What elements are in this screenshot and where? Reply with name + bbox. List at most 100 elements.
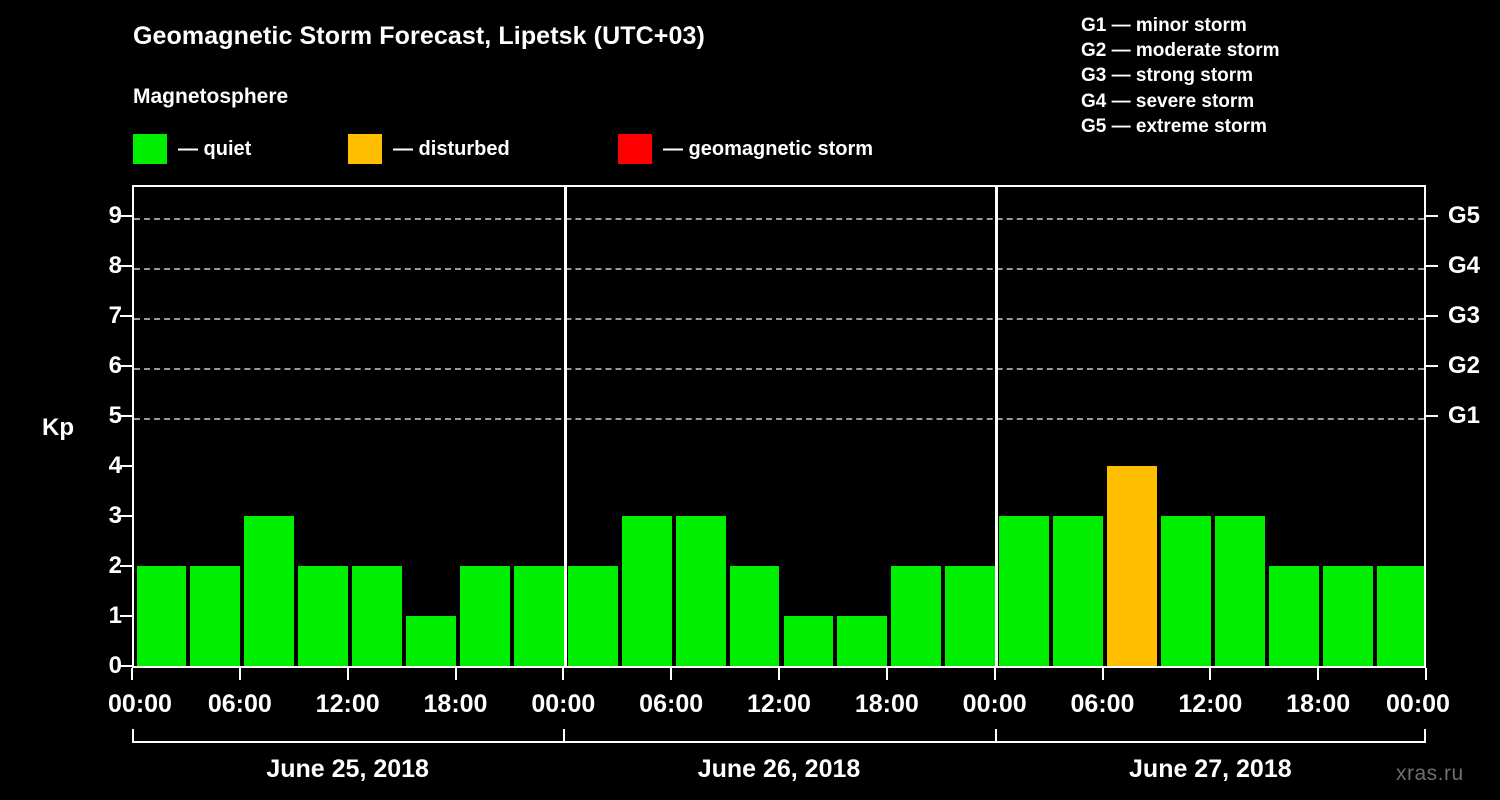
y-tick-label-5: 5 bbox=[108, 402, 122, 429]
day-band-tick-1 bbox=[563, 729, 566, 741]
bar bbox=[1376, 566, 1424, 666]
y-tick-6 bbox=[120, 365, 132, 367]
legend-entry-quiet: — quiet bbox=[133, 133, 251, 165]
legend-swatch-quiet-icon bbox=[133, 134, 167, 164]
g-axis-tick-G3 bbox=[1426, 315, 1438, 317]
g-axis-tick-G2 bbox=[1426, 365, 1438, 367]
bar bbox=[1053, 516, 1103, 666]
g-axis-tick-G1 bbox=[1426, 415, 1438, 417]
bar bbox=[945, 566, 996, 666]
x-tick-label-11: 18:00 bbox=[1286, 690, 1351, 718]
x-tick-label-6: 12:00 bbox=[747, 690, 811, 718]
gridline-kp-9 bbox=[134, 218, 1424, 220]
day-band-tick-3 bbox=[1424, 729, 1426, 741]
x-tick-8 bbox=[993, 668, 996, 680]
x-tick-label-12: 00:00 bbox=[1386, 690, 1450, 718]
bar bbox=[567, 566, 618, 666]
y-tick-label-3: 3 bbox=[108, 502, 122, 529]
y-tick-5 bbox=[120, 415, 132, 417]
x-tick-label-4: 00:00 bbox=[531, 690, 596, 718]
bar bbox=[1107, 466, 1157, 666]
g-scale-line-1: G1 — minor storm bbox=[1081, 15, 1247, 36]
y-tick-label-7: 7 bbox=[108, 302, 122, 329]
y-tick-7 bbox=[120, 315, 132, 317]
y-tick-3 bbox=[120, 515, 132, 517]
bar bbox=[621, 516, 672, 666]
g-axis-tick-G4 bbox=[1426, 265, 1438, 267]
legend-entry-geomagnetic-storm: — geomagnetic storm bbox=[618, 133, 873, 165]
y-tick-label-1: 1 bbox=[108, 602, 122, 629]
y-tick-9 bbox=[120, 215, 132, 217]
bar bbox=[729, 566, 780, 666]
x-tick-4 bbox=[562, 668, 565, 680]
x-tick-label-10: 12:00 bbox=[1178, 690, 1243, 718]
x-tick-10 bbox=[1209, 668, 1212, 680]
g-scale-legend: G1 — minor storm G2 — moderate storm G3 — … bbox=[1081, 13, 1280, 139]
page-title: Geomagnetic Storm Forecast, Lipetsk (UTC… bbox=[133, 22, 705, 50]
x-tick-label-0: 00:00 bbox=[108, 690, 172, 718]
x-tick-0 bbox=[131, 668, 133, 680]
gridline-kp-8 bbox=[134, 268, 1424, 270]
day-label-2: June 26, 2018 bbox=[697, 755, 861, 783]
x-tick-5 bbox=[670, 668, 673, 680]
y-tick-label-4: 4 bbox=[108, 452, 122, 479]
bar bbox=[190, 566, 241, 666]
gridline-kp-6 bbox=[134, 368, 1424, 370]
g-scale-line-3: G3 — strong storm bbox=[1081, 65, 1254, 87]
day-band-tick-0 bbox=[132, 729, 134, 741]
x-tick-6 bbox=[778, 668, 780, 680]
x-tick-label-1: 06:00 bbox=[207, 690, 272, 718]
bar bbox=[1214, 516, 1265, 666]
x-tick-label-2: 12:00 bbox=[315, 690, 380, 718]
bar bbox=[1160, 516, 1211, 666]
bar bbox=[460, 566, 510, 666]
x-tick-11 bbox=[1317, 668, 1320, 680]
legend-label: — disturbed bbox=[393, 137, 510, 160]
legend-label: — quiet bbox=[178, 137, 252, 160]
y-tick-1 bbox=[120, 615, 132, 617]
bar bbox=[999, 516, 1050, 666]
x-tick-1 bbox=[238, 668, 241, 680]
legend-label: — geomagnetic storm bbox=[663, 137, 874, 160]
x-tick-12 bbox=[1425, 668, 1427, 680]
y-tick-label-8: 8 bbox=[108, 252, 122, 279]
x-tick-9 bbox=[1101, 668, 1104, 680]
bar bbox=[298, 566, 349, 666]
g-axis-label-G1: G1 bbox=[1448, 402, 1481, 429]
legend-entry-disturbed: — disturbed bbox=[348, 133, 510, 165]
bar bbox=[1322, 566, 1373, 666]
g-scale-line-5: G5 — extreme storm bbox=[1081, 115, 1267, 137]
x-tick-label-9: 06:00 bbox=[1070, 690, 1135, 718]
g-axis-label-G5: G5 bbox=[1448, 202, 1481, 229]
x-tick-3 bbox=[454, 668, 457, 680]
y-tick-label-9: 9 bbox=[108, 202, 122, 229]
bar bbox=[136, 566, 187, 666]
y-tick-label-6: 6 bbox=[108, 352, 122, 379]
y-tick-4 bbox=[120, 465, 132, 467]
y-tick-2 bbox=[120, 565, 132, 567]
bar bbox=[675, 516, 726, 666]
g-axis-label-G2: G2 bbox=[1448, 352, 1481, 379]
gridline-kp-7 bbox=[134, 318, 1424, 320]
bar bbox=[406, 616, 456, 666]
bar bbox=[891, 566, 942, 666]
g-axis-label-G4: G4 bbox=[1448, 252, 1481, 279]
bar bbox=[783, 616, 834, 666]
magnetosphere-heading: Magnetosphere bbox=[133, 85, 289, 108]
y-tick-label-2: 2 bbox=[108, 552, 122, 579]
bar bbox=[513, 566, 564, 666]
bar bbox=[352, 566, 403, 666]
g-axis-tick-G5 bbox=[1426, 215, 1438, 217]
day-divider-1 bbox=[563, 187, 567, 666]
legend-swatch-disturbed-icon bbox=[348, 134, 382, 164]
y-tick-8 bbox=[120, 265, 132, 267]
day-label-1: June 25, 2018 bbox=[266, 755, 429, 783]
x-tick-7 bbox=[885, 668, 888, 680]
day-label-3: June 27, 2018 bbox=[1129, 755, 1292, 783]
x-tick-2 bbox=[346, 668, 349, 680]
bar bbox=[244, 516, 295, 666]
x-tick-label-8: 00:00 bbox=[962, 690, 1027, 718]
y-tick-label-0: 0 bbox=[108, 652, 122, 679]
bar bbox=[1268, 566, 1319, 666]
day-band-tick-2 bbox=[994, 729, 997, 741]
